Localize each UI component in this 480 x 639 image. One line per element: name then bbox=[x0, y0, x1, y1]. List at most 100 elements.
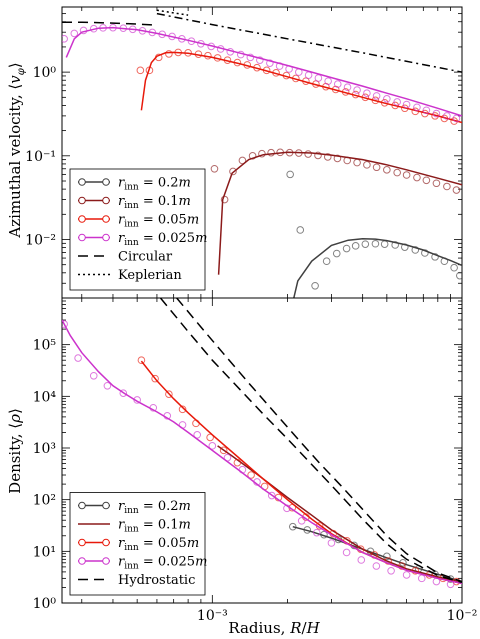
series-line-hydrostatic bbox=[159, 298, 462, 584]
data-point bbox=[253, 63, 261, 72]
data-point bbox=[320, 530, 328, 539]
data-point bbox=[248, 152, 257, 160]
data-point bbox=[400, 104, 409, 113]
data-point bbox=[148, 28, 157, 37]
legend-label: rinn = 0.1m bbox=[118, 194, 191, 211]
data-point bbox=[297, 516, 306, 525]
y-tick-label: 10⁻¹ bbox=[25, 149, 56, 165]
legend-label: Keplerian bbox=[118, 268, 182, 283]
data-point bbox=[168, 32, 176, 41]
data-point bbox=[194, 50, 203, 58]
data-point bbox=[452, 186, 461, 194]
data-point bbox=[372, 562, 381, 570]
data-point bbox=[302, 77, 310, 85]
data-point bbox=[233, 458, 242, 467]
data-point bbox=[296, 226, 305, 234]
data-point bbox=[243, 61, 252, 69]
top-plot-area bbox=[62, 9, 462, 298]
data-point bbox=[413, 173, 421, 182]
data-point bbox=[432, 179, 441, 188]
bottom-plot-area bbox=[62, 298, 462, 589]
data-point bbox=[353, 86, 361, 94]
data-point bbox=[380, 240, 389, 248]
data-point bbox=[184, 49, 192, 57]
legend-label: Hydrostatic bbox=[118, 573, 195, 588]
data-point bbox=[314, 74, 323, 82]
y-tick-label: 10³ bbox=[33, 441, 56, 457]
data-point bbox=[399, 558, 407, 567]
data-point bbox=[363, 89, 371, 97]
data-point bbox=[333, 80, 342, 88]
data-point bbox=[342, 244, 351, 253]
series-line-r-inn-0-05m bbox=[140, 51, 462, 124]
data-point bbox=[223, 453, 232, 462]
data-point bbox=[258, 149, 266, 158]
data-point bbox=[327, 539, 336, 547]
data-point bbox=[383, 95, 391, 103]
legend-marker bbox=[102, 538, 110, 547]
legend-marker bbox=[78, 178, 86, 186]
data-point bbox=[89, 24, 98, 33]
y-tick-label: 10⁰ bbox=[33, 596, 57, 612]
data-point bbox=[149, 403, 158, 412]
legend-marker bbox=[78, 501, 86, 510]
data-point bbox=[383, 552, 391, 561]
data-point bbox=[393, 98, 401, 106]
data-point bbox=[247, 471, 255, 479]
data-point bbox=[402, 100, 411, 109]
y-tick-label: 10⁴ bbox=[33, 389, 57, 405]
data-point bbox=[283, 504, 291, 513]
data-point bbox=[342, 548, 351, 557]
data-point bbox=[372, 163, 381, 172]
legend-marker bbox=[78, 233, 86, 242]
data-point bbox=[456, 271, 462, 280]
data-point bbox=[294, 68, 303, 76]
y-tick-label: 10¹ bbox=[33, 544, 56, 560]
data-point bbox=[213, 54, 222, 62]
data-point bbox=[145, 66, 154, 75]
data-point bbox=[413, 103, 421, 112]
legend-label: rinn = 0.05m bbox=[118, 536, 199, 553]
x-tick-label: 10⁻³ bbox=[197, 608, 228, 624]
data-point bbox=[391, 241, 399, 249]
series-line-circular bbox=[62, 21, 157, 26]
data-point bbox=[266, 59, 274, 67]
legend-label: rinn = 0.1m bbox=[118, 518, 191, 535]
data-point bbox=[233, 58, 242, 67]
series-line-reference bbox=[176, 298, 462, 583]
data-point bbox=[363, 161, 371, 169]
data-point bbox=[303, 526, 312, 534]
data-point bbox=[324, 77, 332, 85]
legend-label: rinn = 0.2m bbox=[118, 176, 191, 193]
data-point bbox=[219, 446, 228, 455]
data-point bbox=[103, 381, 112, 390]
y-tick-label: 10⁰ bbox=[33, 65, 57, 81]
series-line-reference bbox=[156, 12, 462, 73]
data-point bbox=[285, 148, 294, 157]
data-point bbox=[440, 257, 449, 266]
bottom-y-axis-label: Density, ⟨ρ⟩ bbox=[6, 408, 24, 494]
data-point bbox=[371, 96, 380, 105]
data-point bbox=[357, 556, 366, 564]
data-point bbox=[343, 156, 352, 165]
data-point bbox=[99, 24, 107, 32]
data-point bbox=[323, 153, 332, 161]
data-point bbox=[210, 164, 219, 173]
data-point bbox=[402, 571, 411, 579]
legend-marker bbox=[78, 538, 86, 547]
data-point bbox=[178, 421, 187, 429]
data-point bbox=[452, 114, 461, 123]
data-point bbox=[262, 66, 271, 75]
data-point bbox=[341, 88, 350, 96]
data-point bbox=[246, 53, 255, 62]
data-point bbox=[119, 24, 128, 32]
legend-label: rinn = 0.025m bbox=[118, 231, 207, 248]
data-point bbox=[294, 149, 303, 157]
legend-marker bbox=[78, 215, 86, 223]
data-point bbox=[372, 92, 381, 100]
data-point bbox=[267, 148, 275, 157]
top-panel: Azimuthal velocity, ⟨vφ⟩ 10⁻² 10⁻¹ 10⁰ rinn… bbox=[6, 6, 463, 299]
data-point bbox=[343, 83, 352, 92]
series-line-keplerian bbox=[156, 9, 189, 16]
data-point bbox=[333, 154, 342, 163]
